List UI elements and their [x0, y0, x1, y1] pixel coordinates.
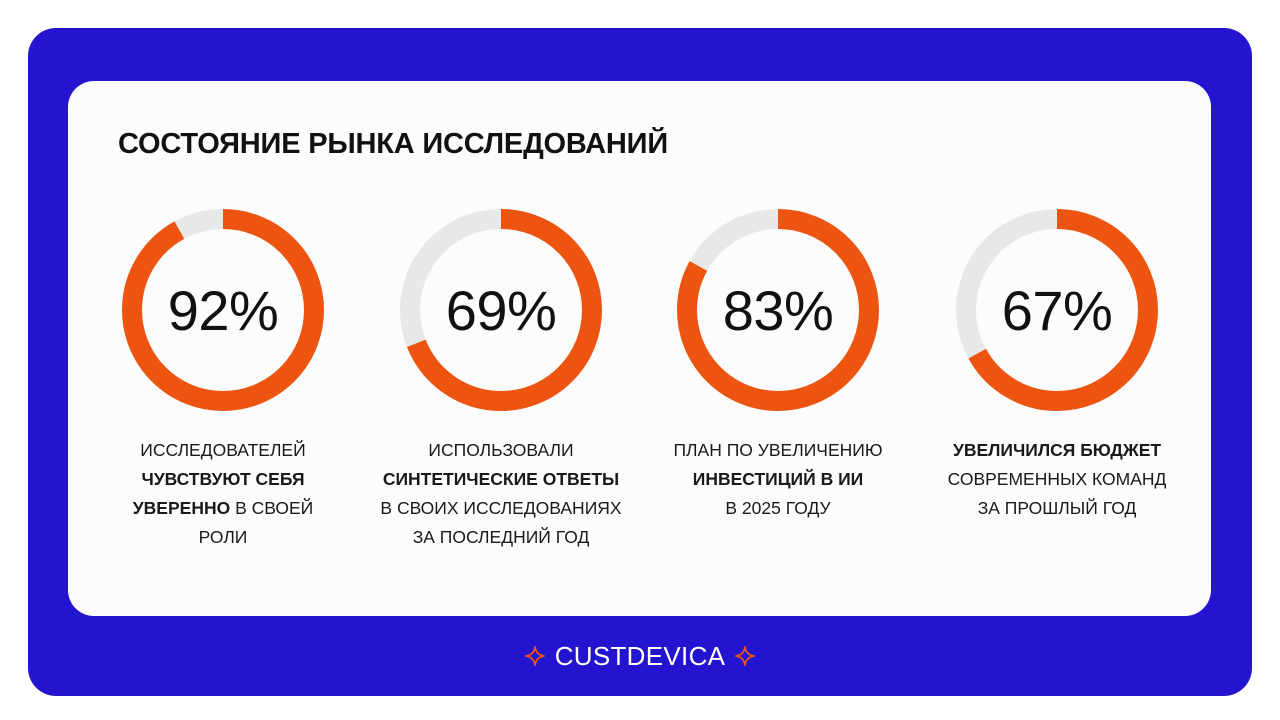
caption-text: В СВОЕЙ	[230, 498, 314, 518]
percent-value: 92%	[167, 278, 279, 342]
donut-chart: 67%	[952, 205, 1162, 415]
caption-line: ЗА ПРОШЛЫЙ ГОД	[912, 494, 1202, 523]
caption-line: РОЛИ	[78, 523, 368, 552]
stat-caption: ИСПОЛЬЗОВАЛИ СИНТЕТИЧЕСКИЕ ОТВЕТЫ В СВОИХ …	[356, 436, 646, 552]
caption-emphasis: СИНТЕТИЧЕСКИЕ ОТВЕТЫ	[382, 469, 620, 489]
percent-value: 67%	[1001, 278, 1113, 342]
content-card	[68, 81, 1211, 616]
sparkle-icon	[524, 646, 545, 666]
caption-emphasis: ЧУВСТВУЮТ СЕБЯ	[141, 469, 305, 489]
donut-chart: 69%	[396, 205, 606, 415]
caption-line: УВЕЛИЧИЛСЯ БЮДЖЕТ	[912, 436, 1202, 465]
donut-value-arc	[956, 209, 1158, 411]
caption-line: СОВРЕМЕННЫХ КОМАНД	[912, 465, 1202, 494]
caption-text: ИССЛЕДОВАТЕЛЕЙ	[140, 440, 306, 460]
caption-line: ИСПОЛЬЗОВАЛИ	[356, 436, 646, 465]
percent-value: 83%	[722, 278, 834, 342]
caption-emphasis: УВЕРЕННО	[132, 498, 231, 518]
caption-line: ПЛАН ПО УВЕЛИЧЕНИЮ	[633, 436, 923, 465]
caption-text: ЗА ПОСЛЕДНИЙ ГОД	[412, 527, 590, 547]
page-title: СОСТОЯНИЕ РЫНКА ИССЛЕДОВАНИЙ	[118, 128, 668, 160]
stat-ai-investment: 83% ПЛАН ПО УВЕЛИЧЕНИЮ ИНВЕСТИЦИЙ В ИИ В 2…	[633, 205, 913, 565]
percent-value: 69%	[445, 278, 557, 342]
stat-caption: УВЕЛИЧИЛСЯ БЮДЖЕТ СОВРЕМЕННЫХ КОМАНД ЗА ПР…	[912, 436, 1202, 523]
caption-line: В СВОИХ ИССЛЕДОВАНИЯХ	[356, 494, 646, 523]
stat-synthetic-answers: 69% ИСПОЛЬЗОВАЛИ СИНТЕТИЧЕСКИЕ ОТВЕТЫ В СВ…	[356, 205, 636, 565]
sparkle-icon	[735, 646, 756, 666]
donut-chart: 92%	[118, 205, 328, 415]
caption-text: В 2025 ГОДУ	[725, 498, 831, 518]
caption-line: УВЕРЕННО В СВОЕЙ	[78, 494, 368, 523]
donut-value-arc	[122, 209, 324, 411]
caption-line: СИНТЕТИЧЕСКИЕ ОТВЕТЫ	[356, 465, 646, 494]
caption-text: В СВОИХ ИССЛЕДОВАНИЯХ	[380, 498, 622, 518]
stat-researchers-confident: 92% ИССЛЕДОВАТЕЛЕЙ ЧУВСТВУЮТ СЕБЯ УВЕРЕННО…	[78, 205, 358, 565]
caption-line: ИССЛЕДОВАТЕЛЕЙ	[78, 436, 368, 465]
caption-text: ПЛАН ПО УВЕЛИЧЕНИЮ	[673, 440, 883, 460]
footer: CUSTDEVICA	[28, 636, 1252, 676]
donut-value-arc	[677, 209, 879, 411]
caption-line: ЗА ПОСЛЕДНИЙ ГОД	[356, 523, 646, 552]
caption-text: ИСПОЛЬЗОВАЛИ	[428, 440, 574, 460]
caption-line: В 2025 ГОДУ	[633, 494, 923, 523]
donut-chart: 83%	[673, 205, 883, 415]
caption-text: ЗА ПРОШЛЫЙ ГОД	[977, 498, 1137, 518]
stat-caption: ПЛАН ПО УВЕЛИЧЕНИЮ ИНВЕСТИЦИЙ В ИИ В 2025 …	[633, 436, 923, 523]
caption-text: РОЛИ	[198, 527, 248, 547]
caption-emphasis: УВЕЛИЧИЛСЯ БЮДЖЕТ	[952, 440, 1162, 460]
brand-logo-text: CUSTDEVICA	[554, 640, 726, 671]
caption-line: ИНВЕСТИЦИЙ В ИИ	[633, 465, 923, 494]
donut-value-arc	[400, 209, 602, 411]
caption-emphasis: ИНВЕСТИЦИЙ В ИИ	[692, 469, 864, 489]
stat-budget-increase: 67% УВЕЛИЧИЛСЯ БЮДЖЕТ СОВРЕМЕННЫХ КОМАНД З…	[912, 205, 1192, 565]
caption-text: СОВРЕМЕННЫХ КОМАНД	[947, 469, 1167, 489]
caption-line: ЧУВСТВУЮТ СЕБЯ	[78, 465, 368, 494]
stat-caption: ИССЛЕДОВАТЕЛЕЙ ЧУВСТВУЮТ СЕБЯ УВЕРЕННО В С…	[78, 436, 368, 552]
